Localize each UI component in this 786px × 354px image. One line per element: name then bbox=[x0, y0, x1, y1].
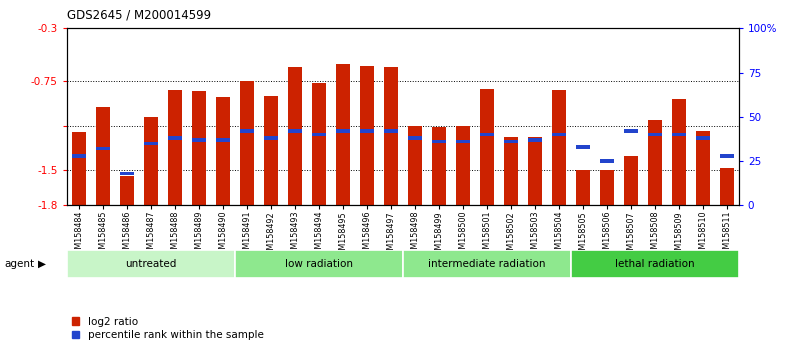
Bar bbox=[72, 154, 86, 158]
Bar bbox=[215, 97, 230, 205]
Bar bbox=[527, 138, 542, 142]
Text: intermediate radiation: intermediate radiation bbox=[428, 259, 545, 269]
Bar bbox=[96, 147, 110, 150]
Bar bbox=[402, 250, 571, 278]
Bar bbox=[479, 88, 494, 205]
Bar bbox=[571, 250, 739, 278]
Bar bbox=[432, 127, 446, 205]
Bar bbox=[504, 137, 518, 205]
Bar bbox=[235, 250, 402, 278]
Bar bbox=[696, 131, 710, 205]
Text: ▶: ▶ bbox=[38, 259, 46, 269]
Bar bbox=[623, 129, 638, 133]
Bar bbox=[215, 138, 230, 142]
Bar bbox=[504, 140, 518, 143]
Text: agent: agent bbox=[4, 259, 34, 269]
Bar bbox=[600, 159, 614, 163]
Bar bbox=[720, 154, 734, 158]
Bar bbox=[96, 107, 110, 205]
Bar bbox=[456, 126, 470, 205]
Bar bbox=[240, 129, 254, 133]
Bar bbox=[119, 172, 134, 175]
Bar bbox=[623, 156, 638, 205]
Bar bbox=[144, 117, 158, 205]
Bar bbox=[360, 129, 374, 133]
Bar bbox=[432, 140, 446, 143]
Bar bbox=[167, 90, 182, 205]
Text: untreated: untreated bbox=[125, 259, 177, 269]
Text: GDS2645 / M200014599: GDS2645 / M200014599 bbox=[67, 9, 211, 22]
Bar bbox=[384, 67, 398, 205]
Bar bbox=[192, 91, 206, 205]
Bar bbox=[671, 133, 686, 136]
Text: lethal radiation: lethal radiation bbox=[615, 259, 695, 269]
Bar bbox=[288, 67, 302, 205]
Bar bbox=[119, 176, 134, 205]
Bar bbox=[696, 136, 710, 140]
Bar bbox=[311, 82, 326, 205]
Bar bbox=[671, 99, 686, 205]
Bar bbox=[648, 133, 662, 136]
Bar bbox=[240, 81, 254, 205]
Bar bbox=[144, 142, 158, 145]
Bar bbox=[408, 136, 422, 140]
Bar bbox=[479, 133, 494, 136]
Bar bbox=[336, 129, 350, 133]
Bar bbox=[288, 129, 302, 133]
Bar bbox=[527, 137, 542, 205]
Bar bbox=[67, 250, 235, 278]
Text: low radiation: low radiation bbox=[285, 259, 353, 269]
Bar bbox=[311, 133, 326, 136]
Bar bbox=[72, 132, 86, 205]
Bar bbox=[552, 133, 566, 136]
Bar bbox=[263, 96, 278, 205]
Bar bbox=[263, 136, 278, 140]
Bar bbox=[192, 138, 206, 142]
Bar bbox=[600, 170, 614, 205]
Bar bbox=[384, 129, 398, 133]
Bar bbox=[575, 145, 590, 149]
Bar bbox=[552, 90, 566, 205]
Legend: log2 ratio, percentile rank within the sample: log2 ratio, percentile rank within the s… bbox=[72, 317, 263, 340]
Bar bbox=[456, 140, 470, 143]
Bar bbox=[648, 120, 662, 205]
Bar bbox=[408, 126, 422, 205]
Bar bbox=[575, 170, 590, 205]
Bar bbox=[720, 167, 734, 205]
Bar bbox=[360, 66, 374, 205]
Bar bbox=[167, 136, 182, 140]
Bar bbox=[336, 64, 350, 205]
